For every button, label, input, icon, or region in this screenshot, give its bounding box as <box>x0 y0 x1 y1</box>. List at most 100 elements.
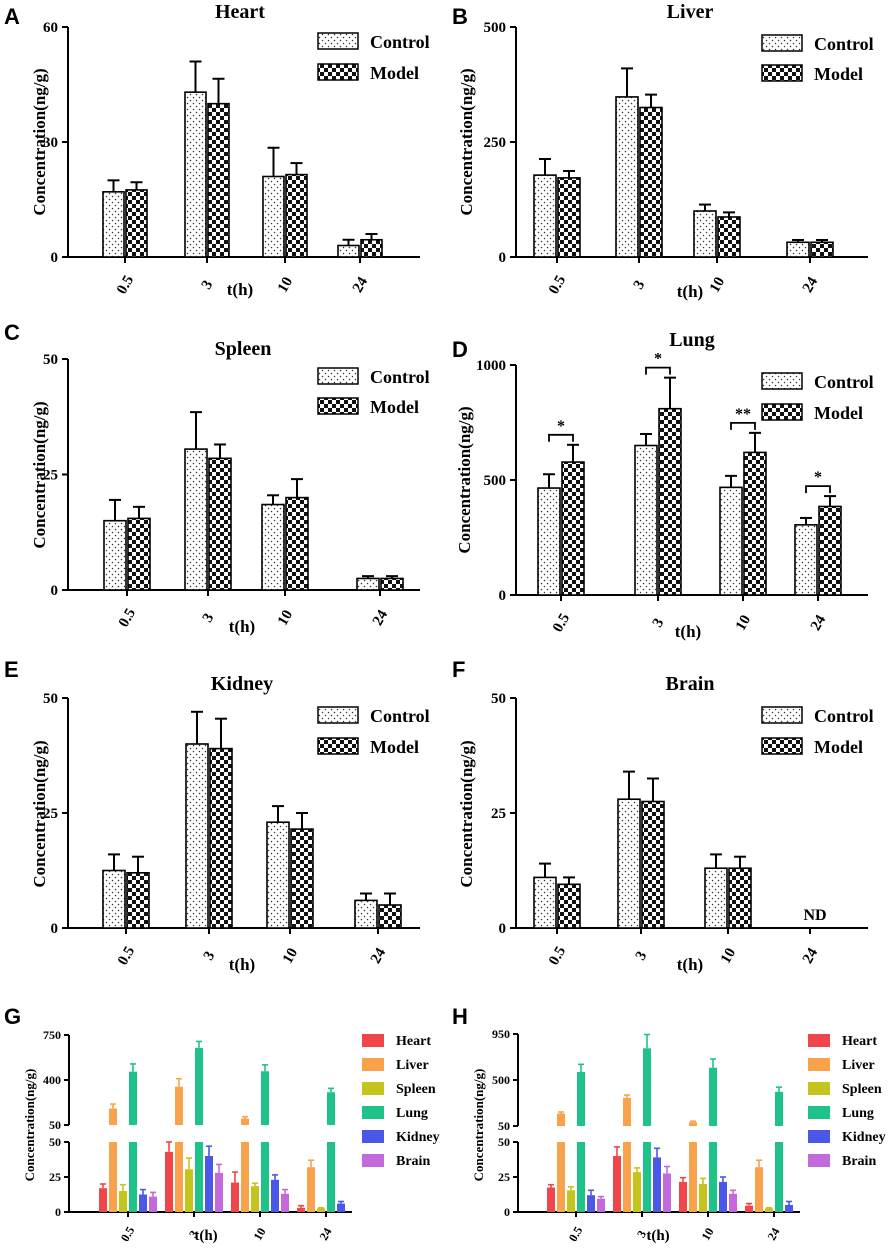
legend-label-heart: Heart <box>842 1034 877 1049</box>
bar-model <box>290 828 314 929</box>
x-tick-label: 0.5 <box>114 273 137 297</box>
panel-letter-c: C <box>4 320 20 345</box>
significance-bracket <box>805 485 831 494</box>
legend-swatch-model <box>317 397 359 415</box>
bar-kidney <box>785 1205 793 1212</box>
y-tick-label: 0 <box>504 1205 510 1219</box>
bar-kidney <box>653 1157 661 1212</box>
panel-model-overview: H Concentration(ng/g) t(h) Heart Liver S… <box>452 1004 886 1244</box>
x-tick-label: 10 <box>275 608 296 629</box>
bar-kidney <box>587 1195 595 1212</box>
bar-model <box>810 241 834 258</box>
y-tick-label: 500 <box>484 20 507 36</box>
significance-bracket <box>730 421 756 430</box>
x-tick-label: 24 <box>800 274 822 295</box>
x-tick-label: 0.5 <box>115 944 138 968</box>
legend-swatch-spleen <box>808 1082 830 1095</box>
bar-model <box>285 496 309 591</box>
bar-brain <box>281 1193 289 1212</box>
bar-model <box>728 867 752 929</box>
legend-label-control: Control <box>814 34 874 54</box>
bar-model <box>658 407 682 596</box>
x-tick-label: 24 <box>368 945 390 966</box>
bar-liver <box>689 1142 697 1212</box>
x-tick-label: 10 <box>698 1225 716 1242</box>
y-axis-label-overview-control: Concentration(ng/g) <box>22 1069 37 1182</box>
bar-kidney <box>205 1156 213 1212</box>
y-axis-label-kidney: Concentration(ng/g) <box>30 740 49 887</box>
y-tick-label: 25 <box>49 1170 61 1184</box>
legend-label-control: Control <box>370 367 430 387</box>
x-tick-label: 10 <box>250 1225 268 1242</box>
bar-liver <box>307 1167 315 1212</box>
legend-label-spleen: Spleen <box>396 1082 436 1097</box>
panel-heart: A Heart Concentration(ng/g) t(h) Control… <box>4 1 430 299</box>
chart-title-liver: Liver <box>667 1 714 23</box>
bar-control <box>103 519 127 591</box>
bar-control <box>704 867 728 929</box>
legend-overview-model: Heart Liver Spleen Lung Kidney Brain <box>808 1034 886 1169</box>
x-axis-label-liver: t(h) <box>677 282 703 301</box>
legend-label-model: Model <box>814 64 863 84</box>
legend-label-heart: Heart <box>396 1034 431 1049</box>
chart-title-kidney: Kidney <box>211 673 273 695</box>
panel-letter-a: A <box>4 4 20 29</box>
legend-brain: Control Model <box>761 706 874 757</box>
bar-heart <box>165 1151 173 1212</box>
bar-lung <box>643 1142 651 1212</box>
legend-swatch-lung <box>362 1106 384 1119</box>
legend-swatch-heart <box>362 1034 384 1047</box>
x-tick-label: 3 <box>633 949 651 963</box>
bar-model <box>557 177 581 258</box>
bar-control <box>719 486 743 596</box>
panel-spleen: C Spleen Concentration(ng/g) t(h) Contro… <box>4 320 430 636</box>
y-tick-label: 0 <box>55 1205 61 1219</box>
panel-letter-d: D <box>452 337 468 362</box>
bar-control <box>184 448 208 591</box>
y-tick-label: 0 <box>499 921 507 937</box>
legend-swatch-liver <box>362 1058 384 1071</box>
bar-model <box>285 173 308 258</box>
legend-overview-control: Heart Liver Spleen Lung Kidney Brain <box>362 1034 440 1169</box>
legend-swatch-brain <box>362 1154 384 1167</box>
y-tick-label: 25 <box>491 806 506 822</box>
bar-upper-lung <box>129 1071 137 1125</box>
legend-label-liver: Liver <box>396 1058 429 1073</box>
bar-model <box>818 505 842 596</box>
y-tick-label: 50 <box>498 1135 510 1149</box>
bar-heart <box>679 1181 687 1212</box>
bar-model <box>209 747 233 929</box>
bar-spleen <box>185 1169 193 1212</box>
chart-title-brain: Brain <box>666 673 715 695</box>
y-axis-label-lung: Concentration(ng/g) <box>455 406 474 553</box>
panel-letter-e: E <box>4 657 19 682</box>
y-tick-label: 60 <box>43 20 58 36</box>
legend-label-liver: Liver <box>842 1058 875 1073</box>
legend-label-control: Control <box>814 372 874 392</box>
bar-heart <box>613 1156 621 1212</box>
x-tick-label: 0.5 <box>118 1224 138 1244</box>
legend-swatch-control <box>761 34 803 52</box>
y-axis-label-heart: Concentration(ng/g) <box>30 68 49 215</box>
significance-marker: ** <box>735 406 751 423</box>
legend-label-kidney: Kidney <box>842 1130 886 1145</box>
x-axis-label-spleen: t(h) <box>229 617 255 636</box>
bar-liver <box>557 1142 565 1212</box>
legend-label-model: Model <box>370 397 419 417</box>
y-tick-label: 750 <box>43 1028 61 1042</box>
y-tick-label: 0 <box>51 583 59 599</box>
bar-spleen <box>765 1208 773 1212</box>
bar-upper-lung <box>709 1067 717 1126</box>
bar-control <box>266 821 290 929</box>
bar-control <box>261 503 285 591</box>
bar-control <box>634 444 658 596</box>
chart-title-heart: Heart <box>215 1 265 23</box>
bar-upper-lung <box>261 1071 269 1125</box>
x-tick-label: 0.5 <box>550 611 573 635</box>
bar-model <box>378 904 402 929</box>
bar-upper-lung <box>775 1091 783 1126</box>
bar-model <box>717 216 741 258</box>
bar-model <box>743 451 767 596</box>
bar-model <box>127 517 151 591</box>
y-axis-label-spleen: Concentration(ng/g) <box>30 401 49 548</box>
